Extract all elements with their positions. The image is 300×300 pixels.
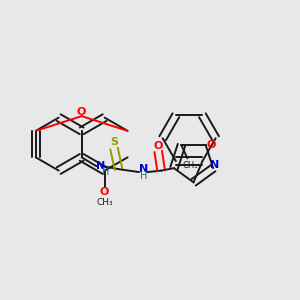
Text: O: O: [77, 107, 86, 117]
Text: N: N: [210, 160, 219, 170]
Text: CH₃: CH₃: [96, 198, 113, 207]
Text: H: H: [140, 172, 147, 182]
Text: N: N: [96, 161, 105, 171]
Text: CH₃: CH₃: [182, 161, 198, 170]
Text: O: O: [100, 187, 109, 197]
Text: N: N: [139, 164, 148, 174]
Text: O: O: [207, 140, 216, 150]
Text: H: H: [102, 167, 110, 177]
Text: O: O: [154, 141, 163, 151]
Text: S: S: [110, 137, 118, 147]
